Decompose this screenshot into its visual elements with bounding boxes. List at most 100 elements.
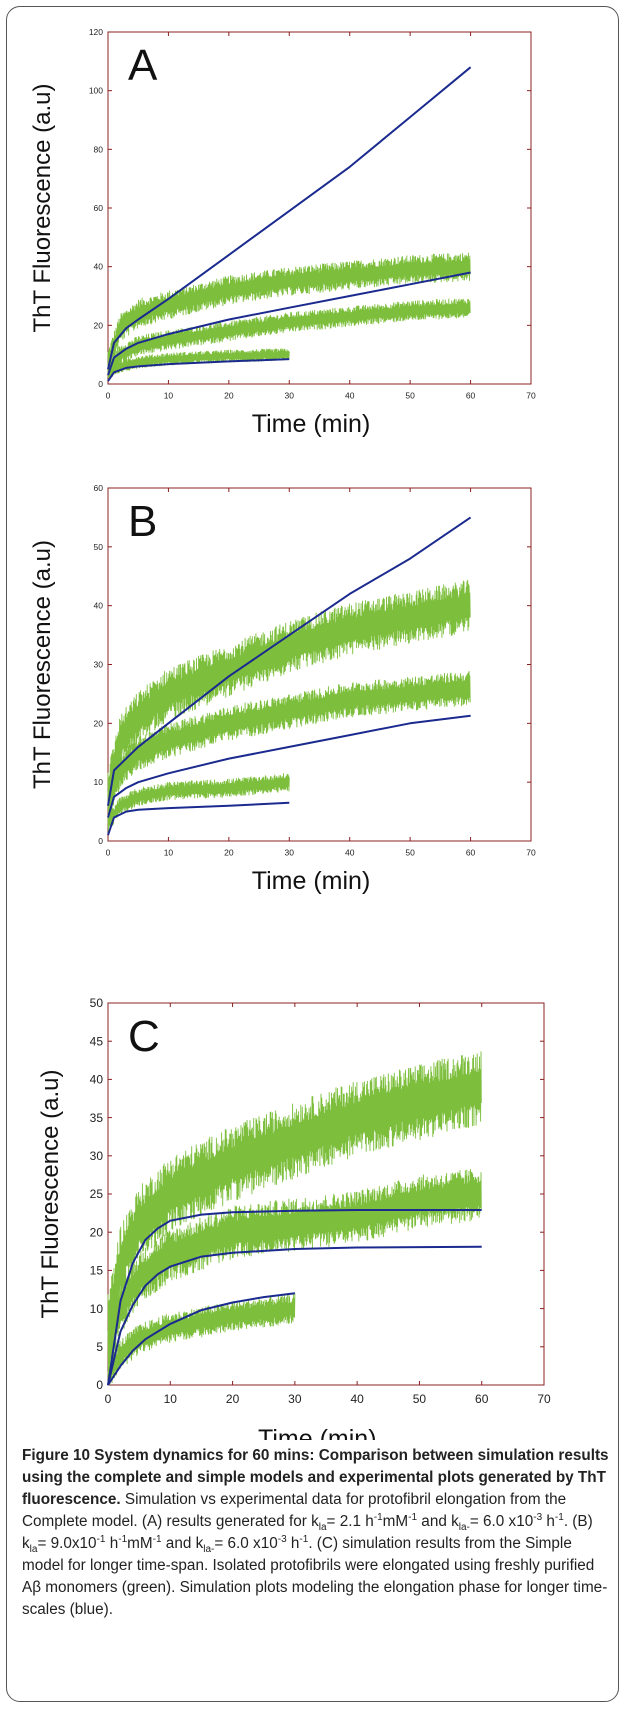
caption-sup: -3 — [533, 1511, 543, 1523]
caption-text: Simulation vs experimental data for prot… — [22, 1491, 567, 1530]
caption-text: h — [286, 1535, 300, 1552]
caption-sup: -1 — [152, 1533, 162, 1545]
y-tick-label: 10 — [90, 1302, 104, 1316]
caption-text: . (B) k — [22, 1513, 593, 1552]
x-tick-label: 40 — [350, 1392, 364, 1406]
y-tick-label: 20 — [90, 1225, 104, 1239]
caption-sub: la- — [203, 1544, 215, 1556]
y-tick-label: 35 — [90, 1111, 104, 1125]
x-tick-label: 0 — [106, 848, 111, 858]
y-tick-label: 0 — [98, 379, 103, 389]
y-tick-label: 30 — [90, 1149, 104, 1163]
chart-panel-a: 0 10 20 30 40 50 60 70 0 20 40 60 80 100 120 A Time (min… — [0, 0, 629, 470]
experimental-series — [107, 1293, 296, 1386]
y-tick-label: 10 — [94, 777, 104, 787]
caption-text: . (C) simulation results from the Simple… — [22, 1535, 608, 1618]
simulation-series — [107, 801, 290, 836]
y-tick-label: 5 — [96, 1340, 103, 1354]
x-tick-label: 50 — [405, 848, 415, 858]
caption-sub: la — [318, 1522, 327, 1534]
x-tick-label: 30 — [288, 1392, 302, 1406]
y-tick-label: 40 — [94, 601, 104, 611]
caption-text: h — [105, 1535, 119, 1552]
y-axis-label: ThT Fluorescence (a.u) — [29, 540, 56, 789]
caption-sup: -1 — [118, 1533, 128, 1545]
y-tick-label: 120 — [89, 27, 103, 37]
y-tick-label: 40 — [94, 262, 104, 272]
caption-sup: -3 — [277, 1533, 287, 1545]
caption-text: and k — [417, 1513, 459, 1530]
figure-frame — [6, 6, 619, 1702]
y-tick-label: 15 — [90, 1264, 104, 1278]
plot-area — [107, 31, 532, 385]
x-tick-label: 20 — [224, 848, 234, 858]
x-tick-label: 40 — [345, 848, 355, 858]
x-tick-label: 30 — [285, 848, 295, 858]
x-tick-label: 10 — [164, 391, 174, 401]
caption-text: and k — [161, 1535, 204, 1552]
y-tick-label: 60 — [94, 483, 104, 493]
x-axis-label: Time (min) — [258, 1425, 377, 1440]
x-tick-label: 20 — [226, 1392, 240, 1406]
experimental-series — [107, 348, 290, 379]
caption-sub: la- — [458, 1522, 470, 1534]
caption-sub: la — [29, 1544, 38, 1556]
panel-label: C — [128, 1012, 160, 1061]
chart-a: 0 10 20 30 40 50 60 70 0 20 40 60 80 100 120 A Time (min… — [29, 27, 536, 438]
caption-text: = 9.0x10 — [37, 1535, 97, 1552]
chart-panel-b: 0 10 20 30 40 50 60 70 0 10 20 30 40 50 60 B Time (min) T… — [0, 470, 629, 940]
experimental-series — [107, 1051, 482, 1358]
x-tick-label: 0 — [106, 391, 111, 401]
x-tick-label: 70 — [537, 1392, 551, 1406]
experimental-series — [107, 670, 471, 817]
x-tick-label: 10 — [164, 848, 174, 858]
caption-sup: -1 — [554, 1511, 564, 1523]
simulation-series — [107, 66, 472, 370]
panel-label: B — [128, 497, 157, 546]
y-tick-label: 20 — [94, 320, 104, 330]
experimental-series — [107, 298, 471, 378]
chart-c: 0 10 20 30 40 50 60 70 0 5 10 15 20 25 30 35 40 45 50 C Time… — [37, 996, 551, 1440]
y-tick-label: 25 — [90, 1187, 104, 1201]
chart-b: 0 10 20 30 40 50 60 70 0 10 20 30 40 50 60 B Time (min) T… — [29, 483, 536, 895]
caption-text: mM — [127, 1535, 153, 1552]
simulation-series — [107, 516, 472, 806]
x-tick-label: 30 — [285, 391, 295, 401]
x-tick-label: 70 — [526, 391, 536, 401]
figure-caption: Figure 10 System dynamics for 60 mins: C… — [22, 1445, 616, 1621]
experimental-series — [107, 579, 471, 818]
caption-sup: -1 — [96, 1533, 106, 1545]
caption-text: = 6.0 x10 — [214, 1535, 278, 1552]
caption-sup: -1 — [408, 1511, 418, 1523]
y-axis-label: ThT Fluorescence (a.u) — [29, 84, 56, 333]
x-tick-label: 10 — [164, 1392, 178, 1406]
y-tick-label: 100 — [89, 86, 103, 96]
caption-title: Figure 10 System dynamics for 60 mins: C… — [22, 1447, 609, 1508]
y-tick-label: 80 — [94, 144, 104, 154]
x-tick-label: 70 — [526, 848, 536, 858]
y-tick-label: 0 — [98, 836, 103, 846]
y-tick-label: 45 — [90, 1034, 104, 1048]
chart-panel-c: 0 10 20 30 40 50 60 70 0 5 10 15 20 25 30 35 40 45 50 C Time… — [0, 940, 629, 1440]
x-tick-label: 20 — [224, 391, 234, 401]
x-tick-label: 50 — [413, 1392, 427, 1406]
y-tick-label: 40 — [90, 1073, 104, 1087]
x-tick-label: 50 — [405, 391, 415, 401]
experimental-series — [107, 252, 471, 375]
x-tick-label: 60 — [466, 848, 476, 858]
x-tick-label: 0 — [105, 1392, 112, 1406]
caption-text: mM — [382, 1513, 409, 1530]
y-tick-label: 50 — [90, 996, 104, 1010]
x-tick-label: 40 — [345, 391, 355, 401]
caption-text: = 6.0 x10 — [469, 1513, 534, 1530]
experimental-series — [107, 1169, 482, 1373]
simulation-series — [107, 1209, 482, 1386]
caption-sup: -1 — [299, 1533, 309, 1545]
y-axis-label: ThT Fluorescence (a.u) — [37, 1070, 64, 1319]
x-tick-label: 60 — [475, 1392, 489, 1406]
y-tick-label: 20 — [94, 718, 104, 728]
caption-text: h — [542, 1513, 555, 1530]
simulation-series — [107, 714, 471, 818]
x-axis-label: Time (min) — [252, 867, 371, 895]
x-axis-label: Time (min) — [252, 410, 371, 438]
